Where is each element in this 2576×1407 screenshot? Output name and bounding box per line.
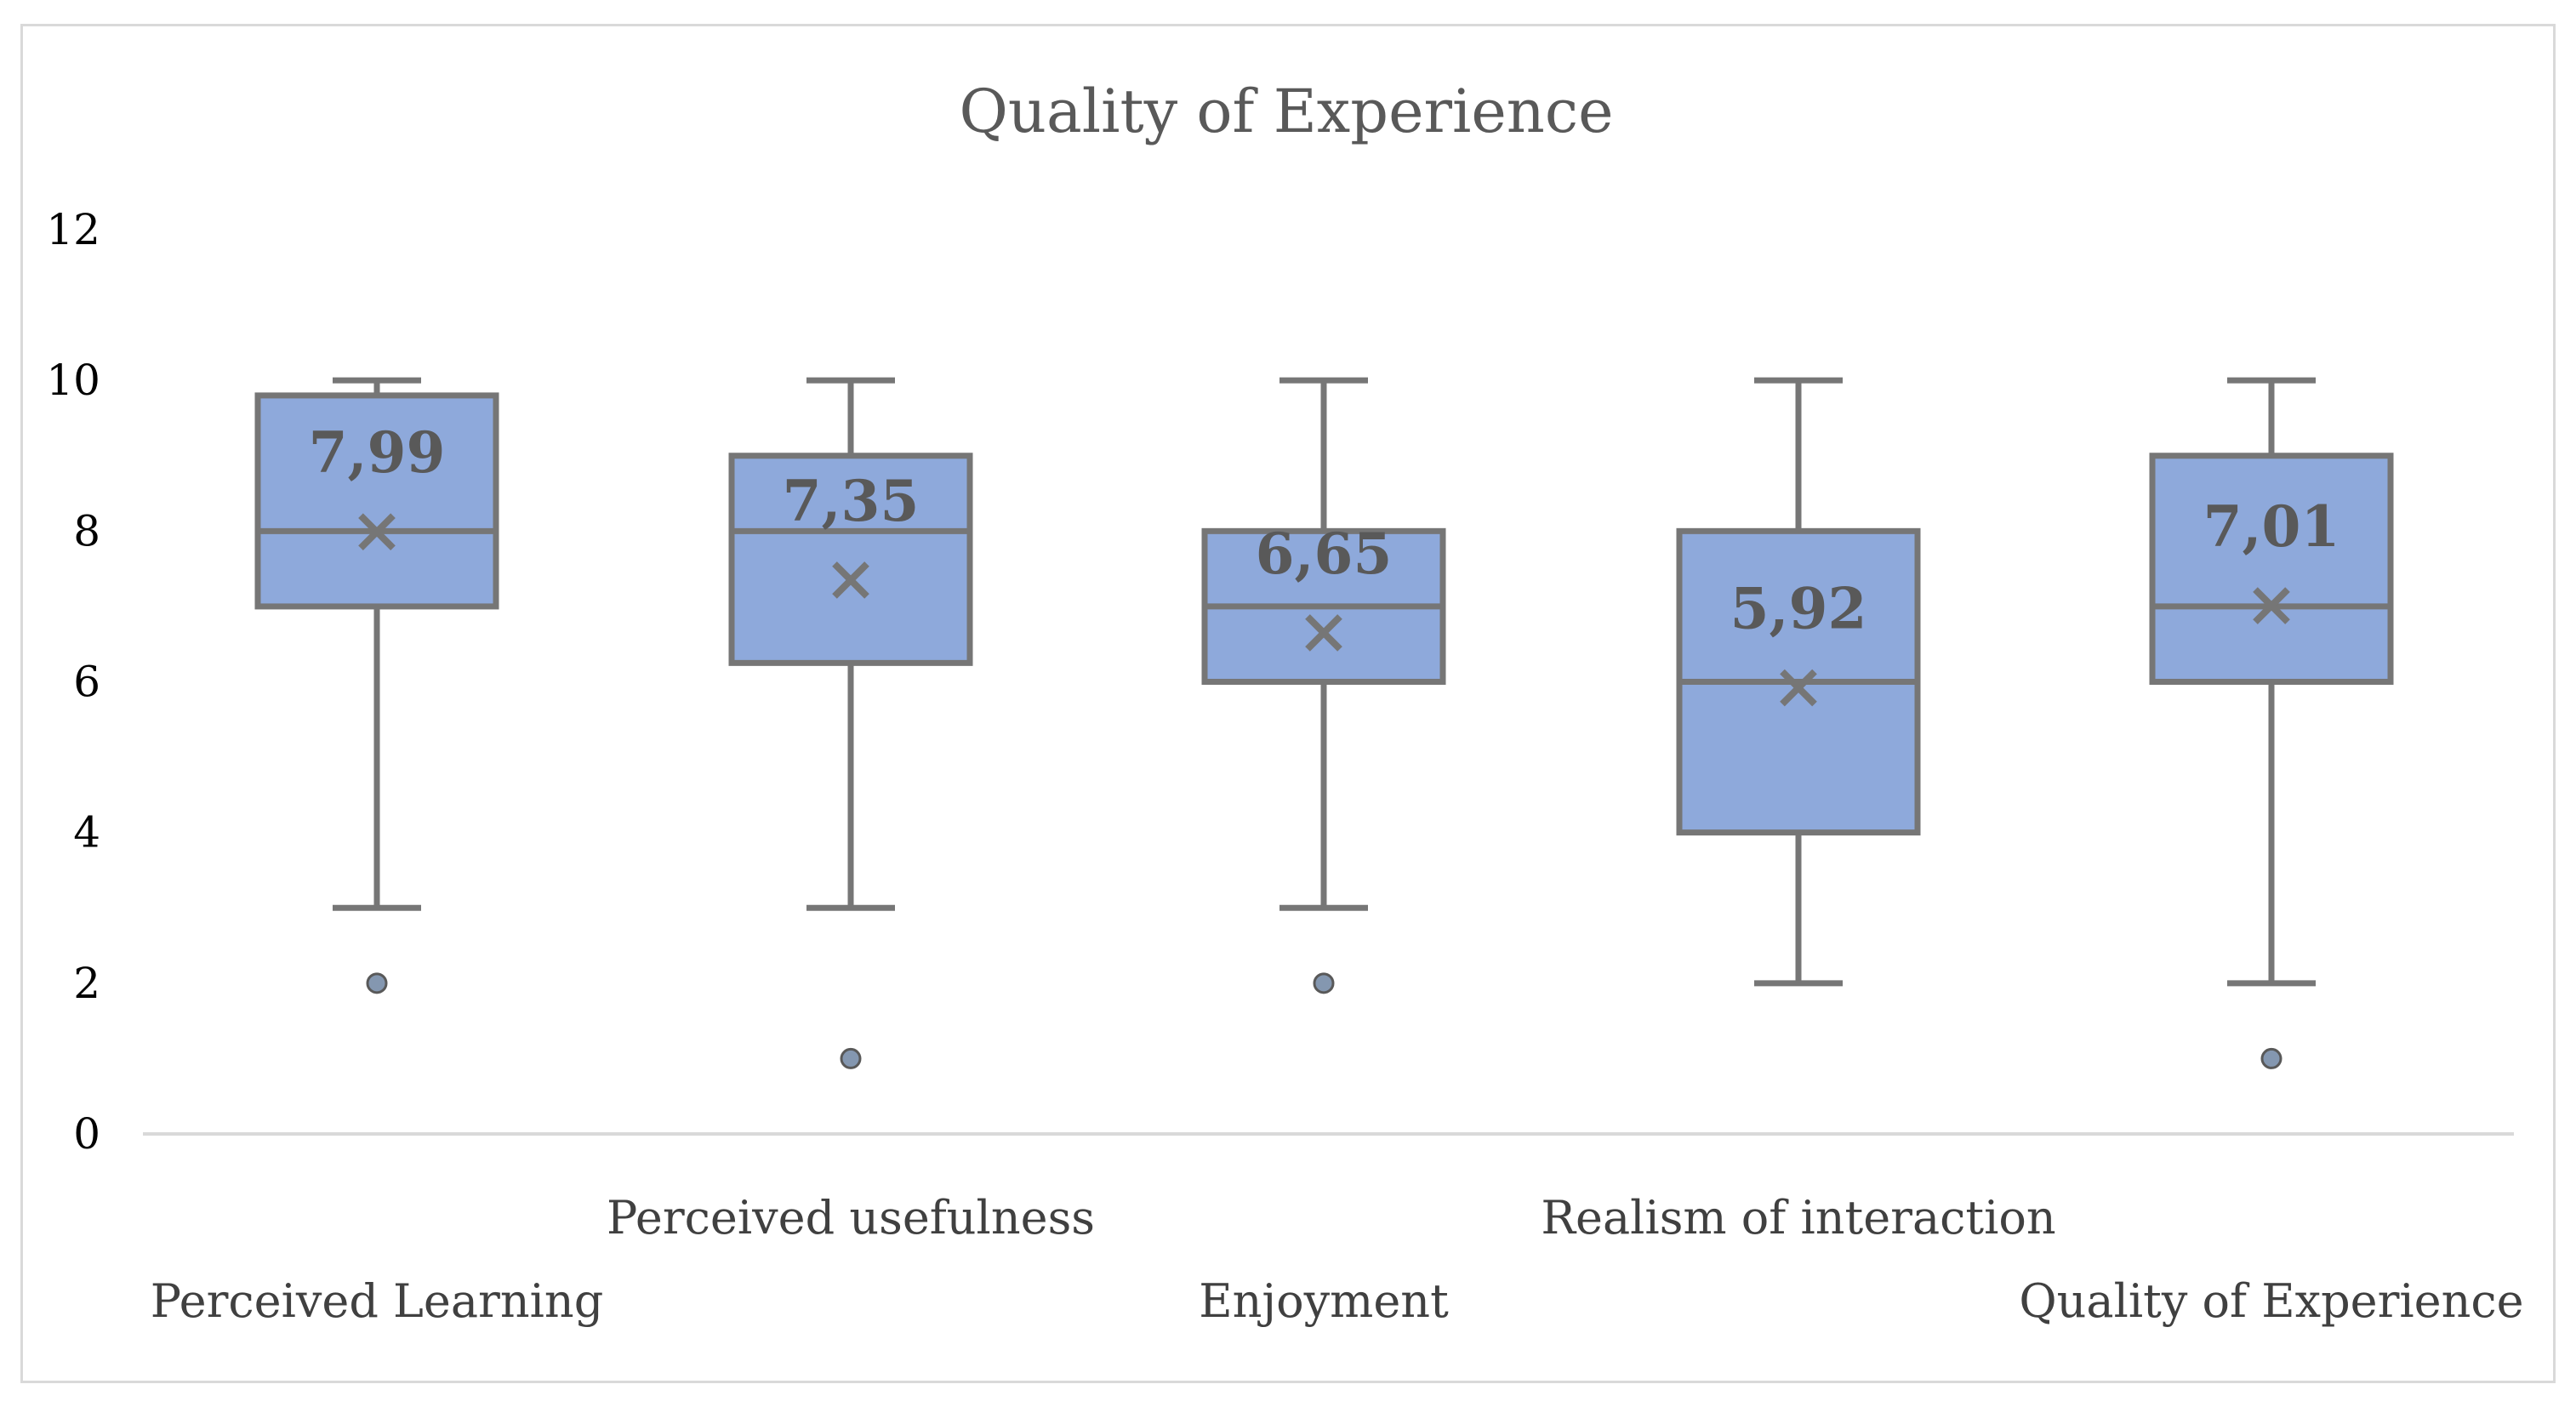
box-4: 5,92 (1676, 377, 1921, 987)
mean-marker (1780, 669, 1817, 707)
y-tick-label: 10 (46, 356, 100, 405)
box-2: 7,35 (728, 377, 973, 1069)
mean-label: 7,01 (2203, 493, 2340, 560)
y-tick-label: 8 (73, 506, 100, 555)
y-axis: 0 2 4 6 8 10 12 (46, 205, 100, 1159)
x-category-label: Realism of interaction (1541, 1191, 2055, 1245)
box-3: 6,65 (1201, 377, 1446, 994)
mean-label: 6,65 (1256, 521, 1393, 587)
iqr-box (2149, 453, 2394, 685)
mean-label: 5,92 (1730, 576, 1867, 642)
y-tick-label: 0 (73, 1109, 100, 1159)
y-tick-label: 6 (73, 658, 100, 707)
iqr-box (254, 392, 499, 610)
box-1: 7,99 (254, 377, 499, 994)
x-category-label: Quality of Experience (2019, 1274, 2523, 1328)
box-5: 7,01 (2149, 377, 2394, 1069)
iqr-box (728, 453, 973, 666)
boxes-group: 7,99 7,35 6,65 5,92 7,01 (254, 377, 2394, 1069)
mean-label: 7,35 (783, 468, 920, 534)
outlier-point (1313, 972, 1335, 994)
mean-label: 7,99 (309, 419, 446, 486)
outlier-point (840, 1047, 862, 1069)
chart-frame (20, 24, 2556, 1383)
x-category-label: Perceived usefulness (607, 1191, 1095, 1245)
mean-marker (358, 513, 396, 551)
outlier-point (2260, 1047, 2282, 1069)
mean-marker (2253, 587, 2290, 624)
x-category-label: Perceived Learning (151, 1274, 604, 1328)
y-tick-label: 12 (46, 205, 100, 254)
chart-title: Quality of Experience (959, 77, 1613, 146)
y-tick-label: 2 (73, 959, 100, 1008)
mean-marker (1305, 614, 1342, 652)
y-tick-label: 4 (73, 808, 100, 857)
x-category-label: Enjoyment (1199, 1274, 1449, 1328)
outlier-point (366, 972, 388, 994)
mean-marker (832, 561, 869, 599)
